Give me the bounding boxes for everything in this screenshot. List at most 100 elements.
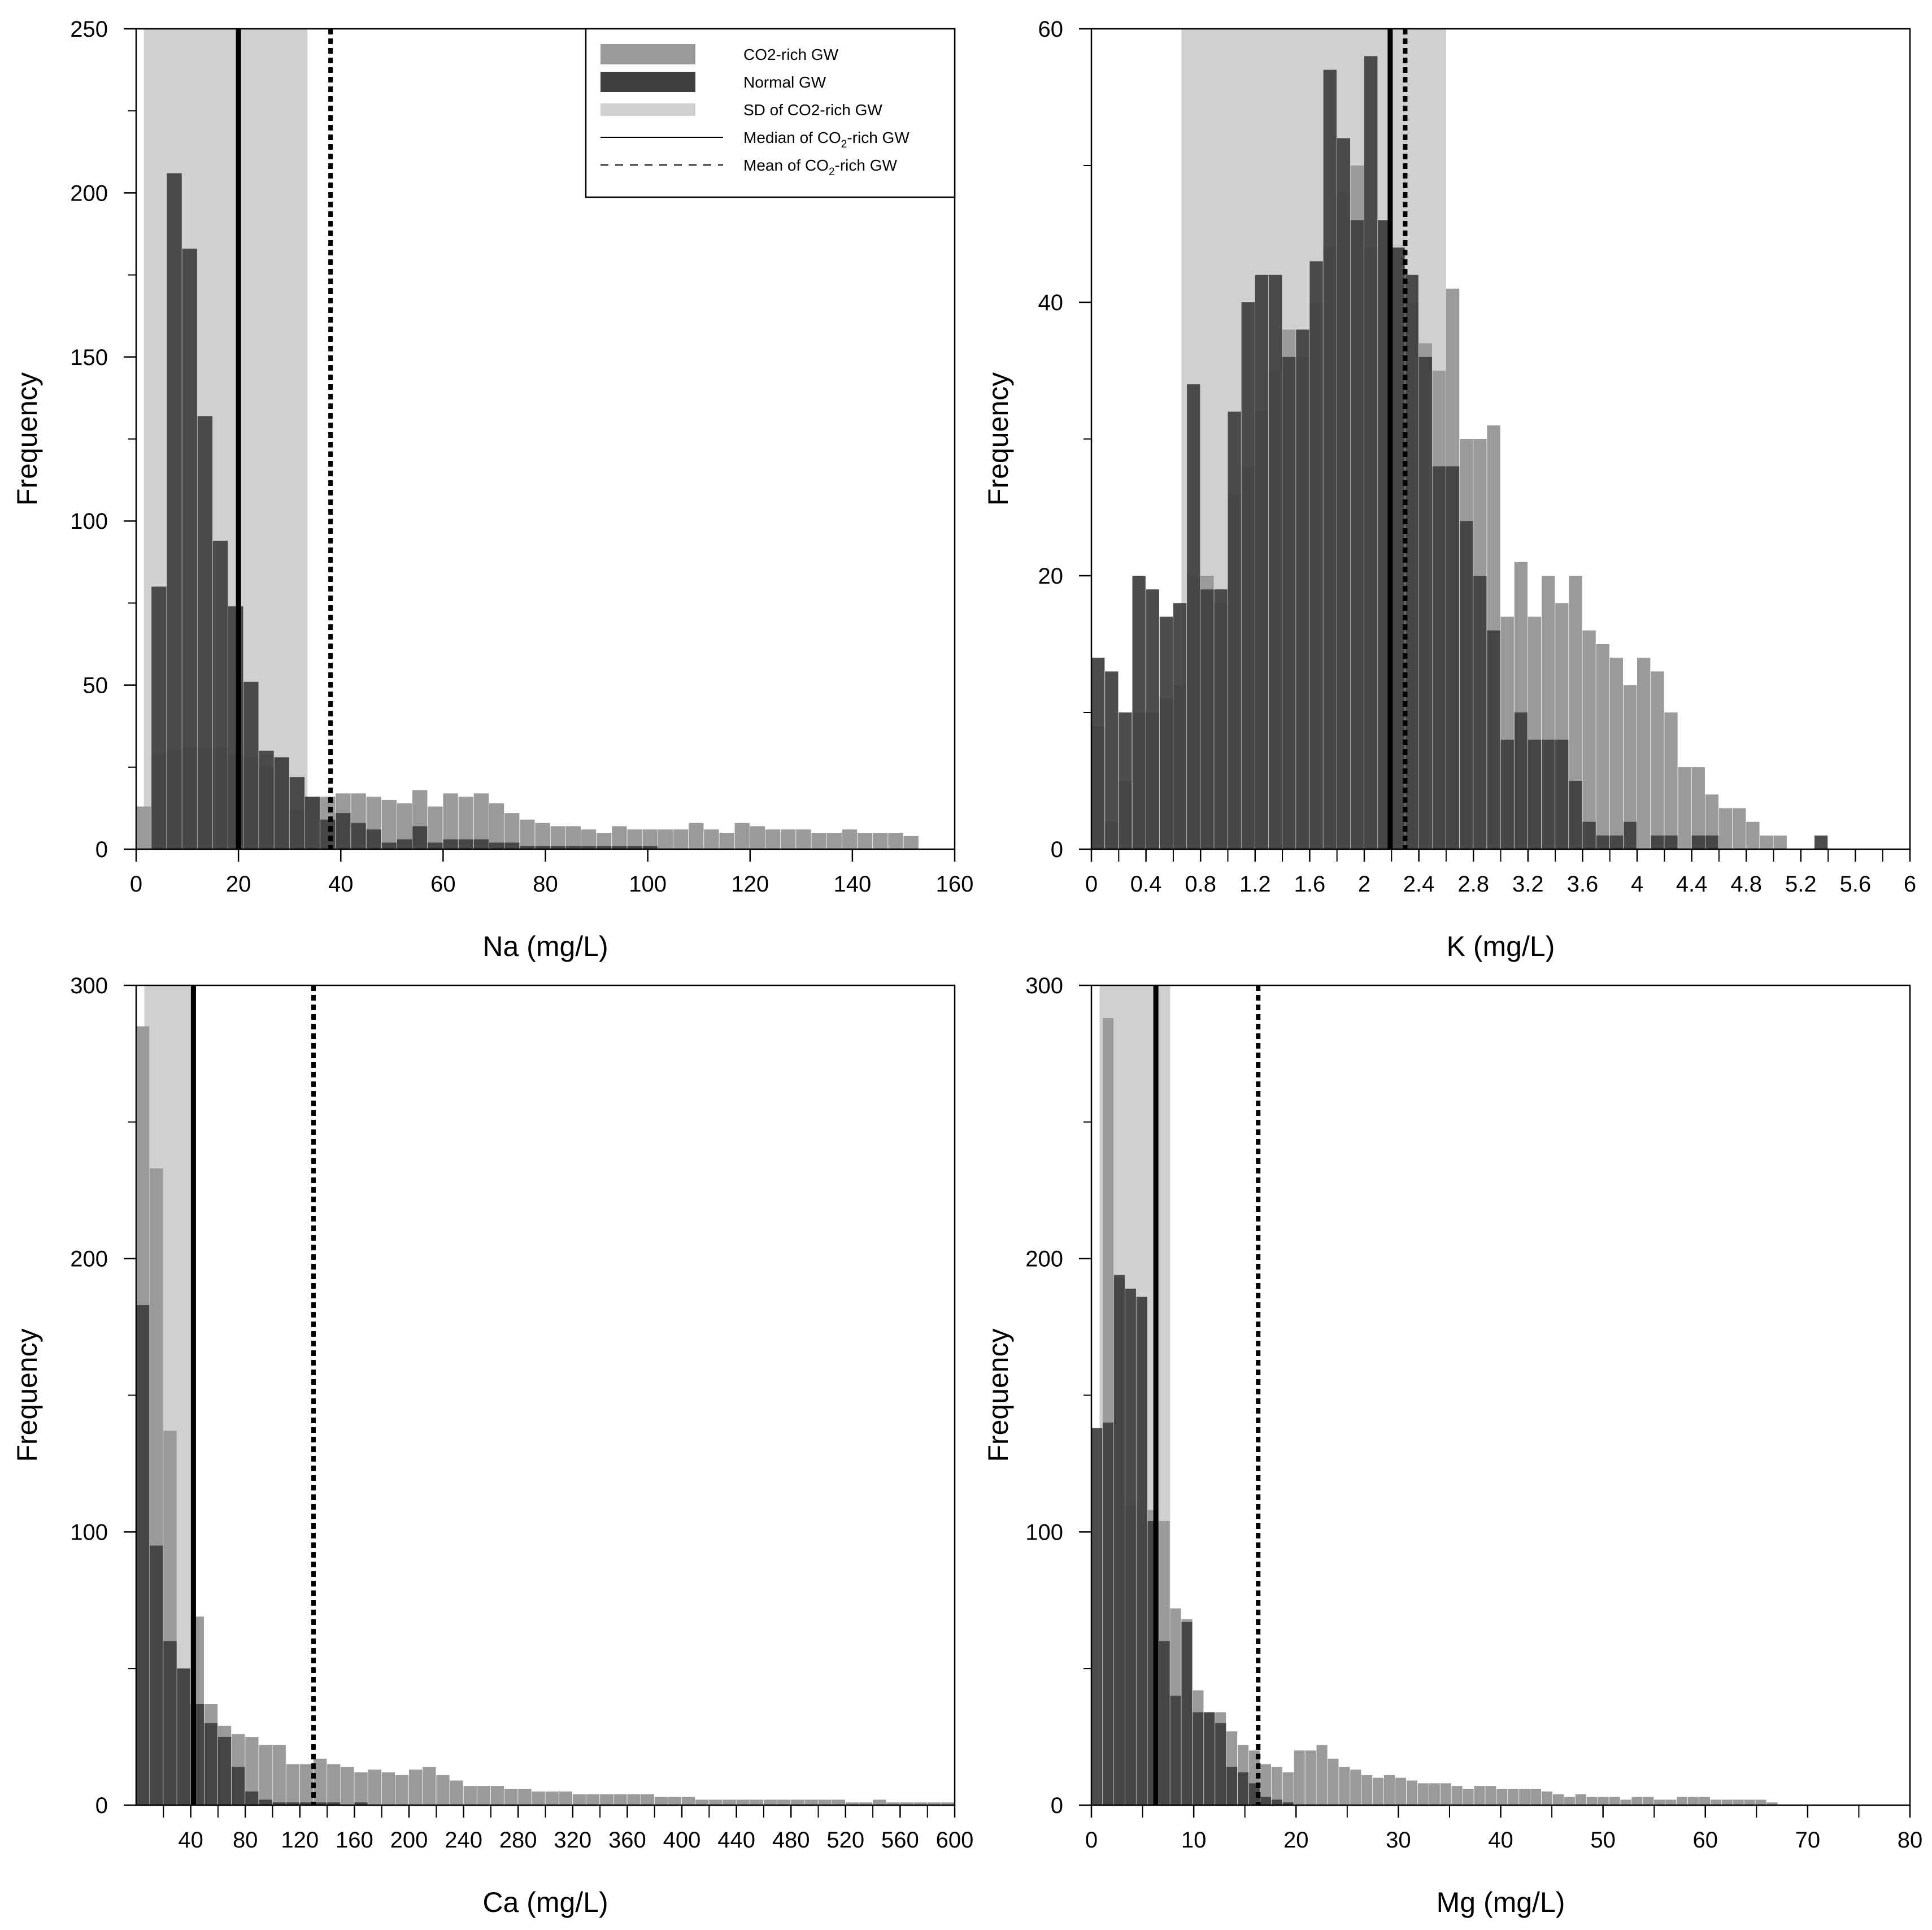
bar: [489, 842, 504, 849]
bar: [368, 1770, 381, 1805]
x-tick-label: 2: [1358, 872, 1370, 897]
bar: [695, 1799, 709, 1805]
bar: [272, 1745, 286, 1805]
legend-label: Median of CO2-rich GW: [743, 129, 910, 150]
bar: [1474, 1786, 1485, 1805]
bar: [313, 1802, 327, 1805]
bar: [1710, 1799, 1721, 1805]
bar: [341, 1767, 354, 1805]
series-co2-rich: [136, 1026, 955, 1805]
bar: [1609, 658, 1624, 849]
bar: [327, 1802, 341, 1805]
bar: [1485, 1786, 1496, 1805]
bar: [736, 1799, 750, 1805]
bar: [1226, 1767, 1238, 1805]
bar: [873, 1799, 886, 1805]
bar: [1260, 1797, 1271, 1805]
bar: [163, 1641, 177, 1805]
bar: [436, 1775, 450, 1805]
x-tick-label: 280: [499, 1828, 537, 1853]
x-tick-label: 60: [430, 872, 456, 897]
bar: [927, 1802, 941, 1805]
x-tick-label: 0.4: [1130, 872, 1162, 897]
bar: [1328, 1758, 1339, 1805]
bar: [597, 846, 612, 849]
bar: [327, 1764, 341, 1805]
x-tick-label: 80: [233, 1828, 258, 1853]
bar: [1429, 1783, 1440, 1805]
x-tick-label: 120: [731, 872, 769, 897]
bar: [535, 846, 550, 849]
x-tick-label: 480: [772, 1828, 810, 1853]
chart-k: 0 0.4 0.8 1.2 1.6 2 2.4 2.8 3.2 3.6 4 4.4 4.8 5.2 5.6 6…: [982, 17, 1916, 962]
bar: [1451, 1786, 1463, 1805]
y-axis-title: Frequency: [11, 1328, 43, 1462]
bar: [873, 832, 888, 849]
bar: [668, 1797, 682, 1805]
bar: [458, 839, 473, 849]
bar: [1091, 658, 1105, 849]
bar: [397, 839, 412, 849]
x-tick-label: 160: [336, 1828, 373, 1853]
bar: [1181, 1622, 1193, 1805]
bar: [1766, 1802, 1778, 1805]
bar: [1337, 138, 1351, 850]
bar: [1406, 1780, 1417, 1805]
legend-label: Mean of CO2-rich GW: [743, 157, 898, 178]
bar: [804, 1799, 818, 1805]
bar: [1187, 384, 1200, 849]
bar: [274, 757, 289, 849]
bar: [1651, 671, 1664, 849]
x-tick-label: 600: [936, 1828, 974, 1853]
bar: [489, 803, 504, 849]
bar: [941, 1802, 955, 1805]
bar: [1271, 1799, 1282, 1805]
bar: [1282, 1802, 1294, 1805]
bar: [1339, 1767, 1350, 1805]
bar: [1200, 589, 1214, 849]
bar: [1609, 1797, 1620, 1805]
x-tick-label: 520: [826, 1828, 864, 1853]
bar: [395, 1775, 409, 1805]
bar: [1193, 1712, 1204, 1805]
bar: [1463, 1788, 1474, 1805]
bar: [1159, 616, 1173, 849]
bar: [1305, 1750, 1316, 1805]
bar: [572, 1794, 586, 1805]
x-tick-label: 20: [1283, 1828, 1309, 1853]
bar: [151, 586, 167, 849]
bar: [1204, 1712, 1215, 1805]
bar: [1241, 302, 1255, 849]
bar: [1582, 630, 1596, 849]
bar: [428, 842, 443, 849]
bar: [1282, 357, 1296, 849]
bar: [627, 846, 642, 849]
x-tick-label: 3.6: [1567, 872, 1599, 897]
bar: [272, 1802, 286, 1805]
bar: [903, 836, 919, 849]
bar: [354, 1802, 368, 1805]
legend-label: Normal GW: [743, 73, 826, 91]
y-axis-title: Frequency: [982, 1328, 1014, 1462]
bar: [1705, 835, 1719, 849]
bar: [1541, 740, 1555, 849]
bar: [1773, 835, 1787, 849]
bar: [1316, 1745, 1328, 1805]
y-tick-label: 200: [70, 1247, 108, 1272]
x-tick-label: 560: [881, 1828, 919, 1853]
bar: [1691, 767, 1705, 849]
bar: [913, 1802, 927, 1805]
series-normal: [136, 1305, 368, 1805]
bar: [1637, 658, 1651, 849]
bar: [1296, 329, 1309, 849]
y-tick-label: 20: [1038, 564, 1064, 589]
bar: [1746, 821, 1760, 849]
x-tick-label: 6: [1904, 872, 1916, 897]
x-tick-label: 3.2: [1512, 872, 1544, 897]
bar: [1508, 1788, 1519, 1805]
bar: [1391, 247, 1405, 850]
x-tick-label: 30: [1386, 1828, 1411, 1853]
bar: [423, 1767, 436, 1805]
chart-mg: 0 10 20 30 40 50 60 70 80 0 100 200 300 Mg (mg/L) Freq…: [982, 973, 1922, 1918]
